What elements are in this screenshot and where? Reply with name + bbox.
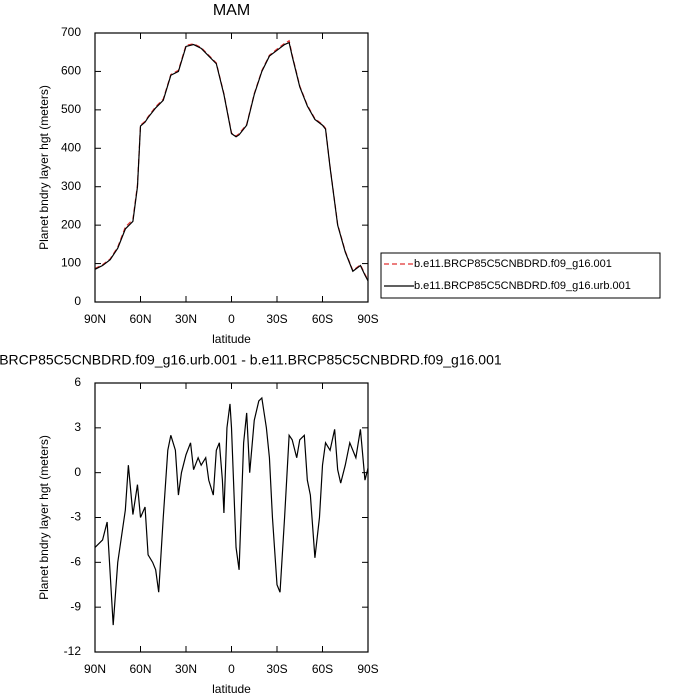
plot-frame	[94, 32, 369, 303]
y-tick-label: 700	[61, 25, 81, 39]
x-tick-label: 60N	[129, 662, 151, 676]
y-tick-label: -6	[70, 555, 81, 569]
y-axis-label: Planet bndry layer hgt (meters)	[37, 435, 51, 600]
x-tick-label: 60S	[312, 662, 333, 676]
y-tick-label: -3	[70, 510, 81, 524]
x-tick-label: 60S	[312, 312, 333, 326]
x-tick-label: 0	[228, 662, 235, 676]
y-tick-label: 6	[74, 375, 81, 389]
y-axis-label: Planet bndry layer hgt (meters)	[37, 85, 51, 250]
x-tick-label: 0	[228, 312, 235, 326]
x-tick-label: 30S	[266, 662, 287, 676]
series-line	[94, 396, 369, 626]
y-tick-label: 600	[61, 64, 81, 78]
y-tick-label: 400	[61, 140, 81, 154]
chart-title: b.e11.BRCP85C5CNBDRD.f09_g16.urb.001 - b…	[0, 352, 502, 368]
y-tick-label: 0	[74, 294, 81, 308]
y-tick-label: -9	[70, 599, 81, 613]
x-tick-label: 90S	[357, 662, 378, 676]
y-tick-label: 100	[61, 256, 81, 270]
series-line	[94, 39, 369, 281]
y-tick-label: 0	[74, 465, 81, 479]
x-tick-label: 90S	[357, 312, 378, 326]
y-tick-label: 200	[61, 217, 81, 231]
y-tick-label: 300	[61, 179, 81, 193]
y-tick-label: -12	[64, 644, 82, 658]
x-tick-label: 30S	[266, 312, 287, 326]
y-tick-label: 500	[61, 102, 81, 116]
x-tick-label: 30N	[175, 662, 197, 676]
series-line	[94, 41, 369, 282]
x-tick-label: 90N	[84, 662, 106, 676]
plot-frame	[94, 382, 369, 653]
x-tick-label: 90N	[84, 312, 106, 326]
x-axis-label: latitude	[212, 682, 251, 696]
chart-title: MAM	[213, 2, 250, 19]
legend-label: b.e11.BRCP85C5CNBDRD.f09_g16.001	[414, 258, 612, 270]
x-tick-label: 60N	[129, 312, 151, 326]
legend-box	[380, 252, 661, 299]
x-axis-label: latitude	[212, 332, 251, 346]
y-tick-label: 3	[74, 420, 81, 434]
legend-label: b.e11.BRCP85C5CNBDRD.f09_g16.urb.001	[414, 280, 631, 292]
x-tick-label: 30N	[175, 312, 197, 326]
